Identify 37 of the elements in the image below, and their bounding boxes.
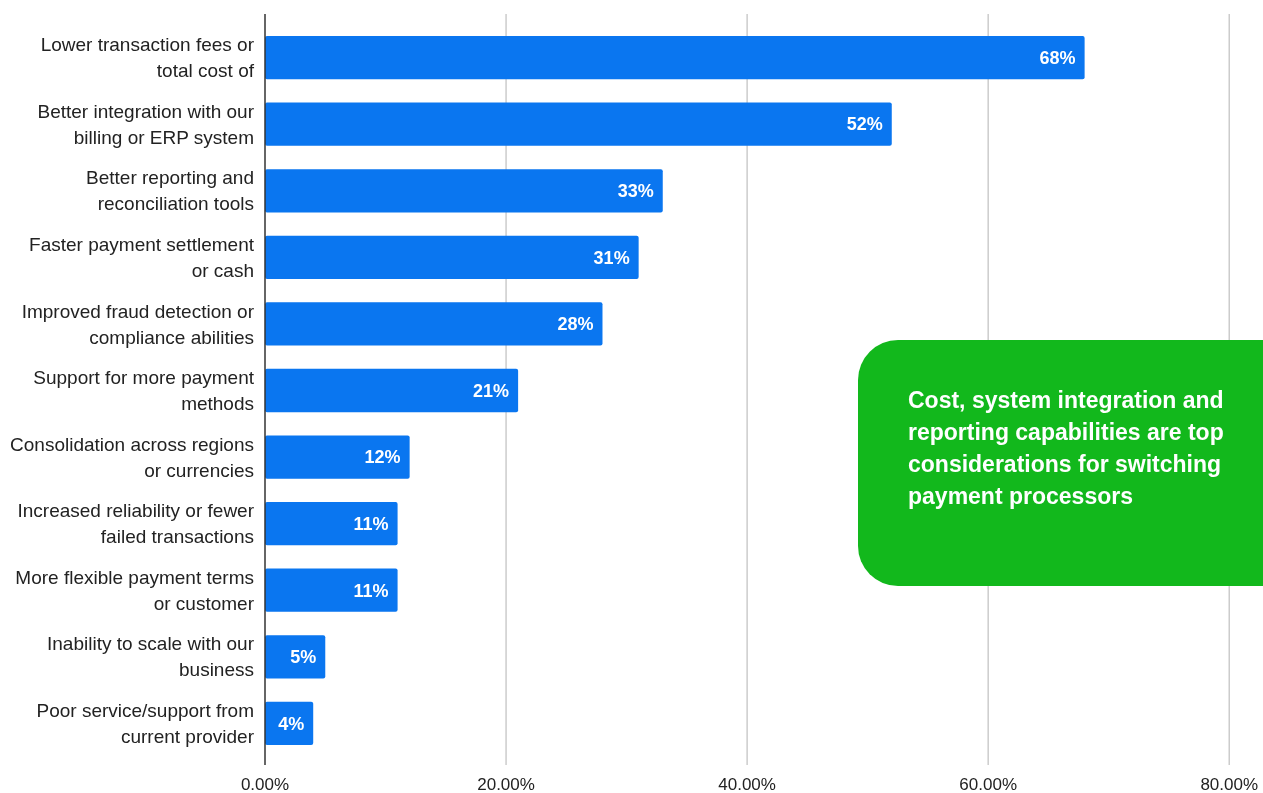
y-tick-label: Faster payment settlement or cash: [29, 234, 255, 281]
y-tick-label: Lower transaction fees or total cost of: [40, 34, 255, 82]
x-tick-label: 40.00%: [718, 775, 776, 793]
data-label: 12%: [364, 447, 401, 468]
y-tick-label: Consolidation across regions or currencies: [10, 433, 254, 481]
x-tick-label: 80.00%: [1200, 775, 1259, 793]
data-label: 33%: [617, 181, 654, 202]
data-label: 4%: [278, 713, 305, 734]
bar: [265, 235, 639, 279]
y-tick-label: Better reporting and reconciliation tools: [86, 167, 254, 215]
bar: [265, 435, 410, 479]
bar: [265, 35, 1085, 80]
data-label: 21%: [473, 380, 510, 401]
data-label: 31%: [593, 247, 630, 268]
data-label: 11%: [353, 513, 389, 534]
data-label: 28%: [557, 314, 594, 335]
bar: [265, 302, 603, 346]
y-tick-label: Increased reliability or fewer failed transactions: [17, 500, 255, 548]
y-tick-label: More flexible payment terms or customer: [15, 566, 255, 614]
data-label: 52%: [846, 114, 883, 135]
bar: [265, 568, 398, 612]
data-label: 5%: [290, 647, 317, 668]
y-tick-label: Support for more payment methods: [33, 367, 255, 415]
bar: [265, 368, 519, 413]
bar: [265, 502, 398, 546]
x-tick-label: 0.00%: [240, 775, 290, 793]
y-tick-label: Improved fraud detection or compliance abilities: [21, 300, 255, 348]
x-tick-label: 20.00%: [477, 775, 535, 793]
bar: [265, 102, 892, 146]
annotation: Cost, system integration and reporting capabilities are top considerations for switching payment processors: [908, 387, 1224, 509]
data-label: 68%: [1039, 47, 1076, 68]
data-label: 11%: [353, 580, 389, 601]
bar: [265, 169, 663, 213]
y-tick-label: Poor service/support from current provider: [36, 700, 255, 748]
y-tick-label: Inability to scale with our business: [47, 633, 255, 681]
y-tick-label: Better integration with our billing or ERP system: [37, 100, 255, 148]
x-tick-label: 60.00%: [959, 775, 1018, 793]
